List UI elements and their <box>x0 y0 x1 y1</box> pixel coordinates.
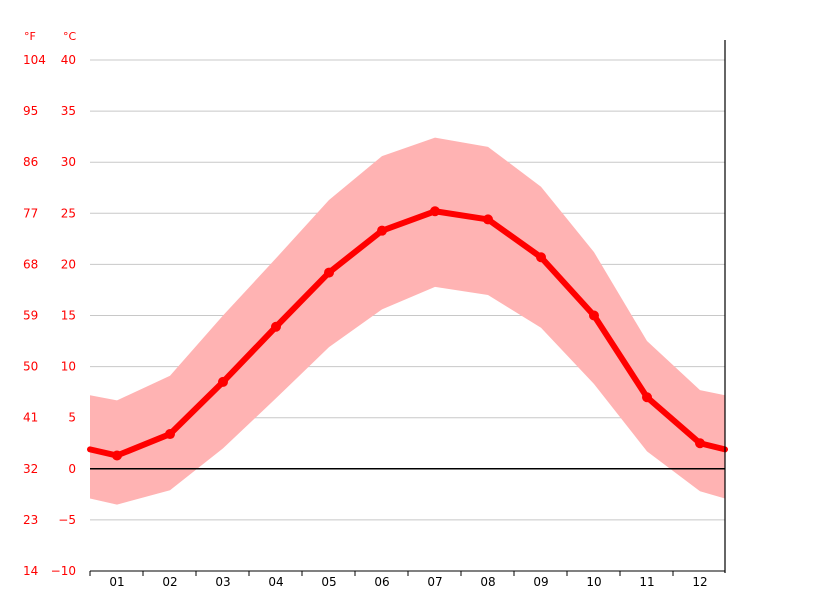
x-tick-label: 03 <box>215 575 230 589</box>
y-tick-label-fahrenheit: 14 <box>23 564 38 578</box>
celsius-unit-label: °C <box>63 30 77 43</box>
x-tick-label: 04 <box>268 575 283 589</box>
y-tick-label-fahrenheit: 32 <box>23 462 38 476</box>
y-tick-label-celsius: 20 <box>61 257 76 271</box>
y-tick-label-fahrenheit: 59 <box>23 309 38 323</box>
mean-point-01 <box>112 450 122 461</box>
x-tick-label: 05 <box>321 575 336 589</box>
y-tick-label-celsius: 25 <box>61 206 76 220</box>
y-tick-label-celsius: 30 <box>61 155 76 169</box>
mean-temperature-line <box>87 208 728 459</box>
x-tick-label: 10 <box>586 575 601 589</box>
mean-point-10 <box>589 310 599 321</box>
mean-point-06 <box>377 225 387 236</box>
fahrenheit-unit-label: °F <box>24 30 36 43</box>
mean-point-03 <box>218 376 228 387</box>
y-tick-label-celsius: 40 <box>61 53 76 67</box>
y-tick-label-celsius: 15 <box>61 309 76 323</box>
y-tick-label-celsius: 10 <box>61 360 76 374</box>
x-tick-label: 02 <box>162 575 177 589</box>
x-tick-label: 12 <box>692 575 707 589</box>
mean-point-02 <box>165 429 175 440</box>
y-tick-label-fahrenheit: 95 <box>23 104 38 118</box>
y-tick-label-celsius: 35 <box>61 104 76 118</box>
y-tick-label-fahrenheit: 104 <box>23 53 46 67</box>
mean-point-09 <box>536 252 546 263</box>
x-tick-label: 01 <box>109 575 124 589</box>
point-layer <box>112 206 705 461</box>
x-tick-label: 09 <box>533 575 548 589</box>
mean-point-04 <box>271 321 281 332</box>
y-tick-label-fahrenheit: 86 <box>23 155 38 169</box>
x-tick-label: 08 <box>480 575 495 589</box>
mean-point-07 <box>430 206 440 217</box>
axis-layer <box>89 40 726 576</box>
x-tick-label: 07 <box>427 575 442 589</box>
y-tick-label-fahrenheit: 50 <box>23 360 38 374</box>
y-tick-label-celsius: 0 <box>68 462 76 476</box>
y-tick-label-fahrenheit: 41 <box>23 411 38 425</box>
y-tick-label-celsius: 5 <box>68 411 76 425</box>
y-tick-label-fahrenheit: 77 <box>23 206 38 220</box>
x-tick-label: 11 <box>639 575 654 589</box>
line-layer <box>87 208 728 459</box>
band-layer <box>90 137 725 505</box>
y-tick-label-celsius: −10 <box>51 564 76 578</box>
y-tick-label-celsius: −5 <box>58 513 76 527</box>
y-tick-label-fahrenheit: 23 <box>23 513 38 527</box>
mean-point-08 <box>483 214 493 225</box>
y-tick-label-fahrenheit: 68 <box>23 257 38 271</box>
temperature-range-band <box>90 137 725 505</box>
mean-point-11 <box>642 392 652 403</box>
x-tick-label: 06 <box>374 575 389 589</box>
mean-point-05 <box>324 267 334 278</box>
mean-point-12 <box>695 438 705 449</box>
